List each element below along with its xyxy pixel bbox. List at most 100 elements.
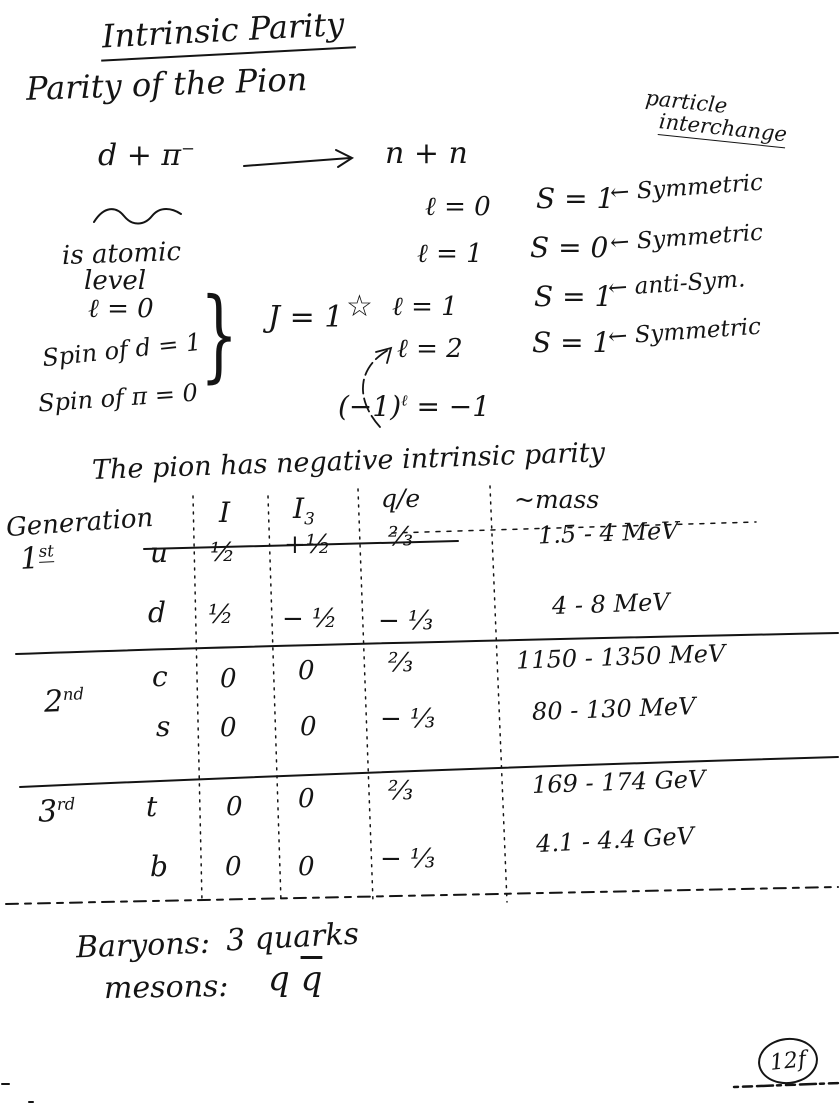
table-vline-1 xyxy=(192,495,203,903)
generation-label-2: 2nd xyxy=(43,684,85,720)
state-4-l: ℓ = 2 xyxy=(397,334,463,364)
symmetry-label: anti-Sym. xyxy=(633,266,747,300)
pion-underline-squiggle xyxy=(93,208,182,225)
isospin3-subscript: 3 xyxy=(304,508,315,529)
table-header-isospin3: I3 xyxy=(293,494,315,528)
left-arrow-icon: ← xyxy=(609,179,631,207)
state-2-symmetry: ← Symmetric xyxy=(609,219,764,257)
quark-t-symbol: t xyxy=(146,790,158,823)
parity-equation-rhs: = −1 xyxy=(407,390,491,423)
quark-b-isospin3: 0 xyxy=(298,852,315,882)
generation-separator-2 xyxy=(19,756,839,788)
quark-u-isospin: ½ xyxy=(210,538,236,568)
quark-b-mass: 4.1 - 4.4 GeV xyxy=(535,821,695,859)
quark-s-isospin3: 0 xyxy=(300,712,317,742)
parity-equation: (−1)ℓ = −1 xyxy=(338,392,490,421)
state-1-s: S = 1 xyxy=(536,182,615,215)
quark-d-mass: 4 - 8 MeV xyxy=(551,587,671,621)
state-1-symmetry: ← Symmetric xyxy=(609,169,764,207)
antiquark-symbol: q xyxy=(300,959,323,999)
table-header-isospin: I xyxy=(219,496,231,529)
quark-b-isospin: 0 xyxy=(225,852,242,882)
table-header-charge: q/e xyxy=(381,484,421,513)
quark-u-symbol: u xyxy=(150,536,169,569)
quark-t-isospin3: 0 xyxy=(298,784,315,814)
state-4-s: S = 1 xyxy=(532,326,611,359)
baryons-label: Baryons: xyxy=(75,925,211,966)
generation-label-3: 3rd xyxy=(37,793,76,830)
table-bottom-dashed-line xyxy=(5,886,839,905)
quark-c-symbol: c xyxy=(152,660,168,693)
quark-d-isospin: ½ xyxy=(208,600,234,630)
quark-u-isospin3: +½ xyxy=(284,530,331,560)
spin-d-note: Spin of d = 1 xyxy=(40,327,203,373)
state-2-l: ℓ = 1 xyxy=(417,239,483,269)
state-3-s: S = 1 xyxy=(534,280,613,313)
symmetry-label: Symmetric xyxy=(635,219,764,255)
generation-suffix: nd xyxy=(62,684,85,705)
quark-u-mass: 1.5 - 4 MeV xyxy=(537,516,679,550)
table-vline-2 xyxy=(267,495,282,903)
quark-c-isospin3: 0 xyxy=(298,656,315,686)
table-header-generation: Generation xyxy=(5,502,155,544)
pion-charge-superscript: − xyxy=(181,139,195,158)
quark-s-charge: − ⅓ xyxy=(380,704,436,734)
quark-d-charge: − ⅓ xyxy=(378,606,434,636)
table-header-mass: ~mass xyxy=(514,485,600,514)
mesons-value: q q xyxy=(268,959,323,999)
generation-number: 1 xyxy=(19,540,40,577)
generation-number: 3 xyxy=(37,793,58,830)
isospin3-base: I xyxy=(293,492,305,525)
quark-s-isospin: 0 xyxy=(220,713,237,743)
baryons-value: 3 quarks xyxy=(225,916,360,959)
quark-u-charge: ⅔ xyxy=(388,522,414,552)
parity-equation-base: (−1) xyxy=(338,390,402,423)
left-arrow-icon: ← xyxy=(607,274,629,302)
quark-c-isospin: 0 xyxy=(220,664,237,694)
reaction-rhs: n + n xyxy=(385,136,468,171)
state-3-l: ℓ = 1 xyxy=(392,292,458,322)
spin-pi-note: Spin of π = 0 xyxy=(37,378,199,418)
quark-t-mass: 169 - 174 GeV xyxy=(531,764,706,800)
table-vline-4 xyxy=(489,485,508,903)
quark-b-charge: − ⅓ xyxy=(380,844,436,874)
generation-number: 2 xyxy=(43,684,64,720)
quark-t-isospin: 0 xyxy=(226,792,243,822)
quark-d-symbol: d xyxy=(148,596,166,629)
star-icon: ☆ xyxy=(346,289,373,324)
quark-c-mass: 1150 - 1350 MeV xyxy=(515,639,726,675)
reaction-lhs: d + π− xyxy=(98,140,195,172)
left-arrow-icon: ← xyxy=(609,229,631,257)
generation-suffix: rd xyxy=(56,794,76,814)
quark-s-symbol: s xyxy=(156,710,171,743)
generation-label-1: 1st xyxy=(19,540,55,577)
conclusion-sentence: The pion has negative intrinsic parity xyxy=(91,437,606,486)
quark-c-charge: ⅔ xyxy=(388,648,414,678)
symmetry-label: Symmetric xyxy=(633,313,762,349)
quark-s-mass: 80 - 130 MeV xyxy=(531,692,696,726)
reaction-arrow-icon xyxy=(243,149,355,168)
quark-symbol: q xyxy=(268,959,290,999)
state-3-symmetry: ← anti-Sym. xyxy=(607,266,747,302)
page-number: 12f xyxy=(768,1046,808,1076)
page-title: Intrinsic Parity xyxy=(99,5,356,62)
particle-interchange-note: particle interchange xyxy=(642,86,790,149)
reaction-lhs-base: d + π xyxy=(98,138,182,173)
atomic-note-line2: level xyxy=(84,266,147,296)
quark-t-charge: ⅔ xyxy=(388,776,414,806)
quark-b-symbol: b xyxy=(150,850,168,883)
j-value: J = 1 xyxy=(268,300,344,335)
parity-equation-exponent: ℓ xyxy=(401,391,408,410)
state-1-l: ℓ = 0 xyxy=(425,192,491,222)
page-subtitle: Parity of the Pion xyxy=(25,60,308,108)
state-2-s: S = 0 xyxy=(530,231,609,264)
state-4-symmetry: ← Symmetric xyxy=(607,313,762,351)
generation-suffix: st xyxy=(38,541,55,563)
symmetry-label: Symmetric xyxy=(635,169,764,205)
left-arrow-icon: ← xyxy=(607,323,629,351)
mesons-label: mesons: xyxy=(103,968,229,1007)
brace-icon: } xyxy=(200,276,239,393)
atomic-note-l-value: ℓ = 0 xyxy=(88,294,154,324)
quark-d-isospin3: − ½ xyxy=(282,604,338,634)
